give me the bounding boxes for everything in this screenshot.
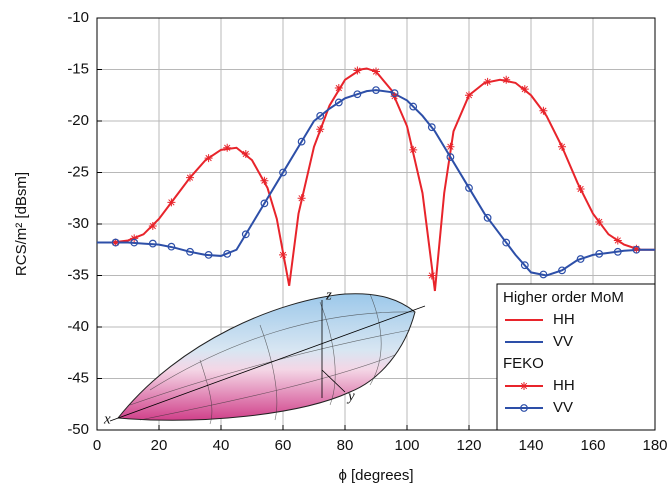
marker-circle xyxy=(465,184,473,192)
y-tick-label: -50 xyxy=(67,421,89,438)
marker-circle xyxy=(483,213,492,222)
marker-asterisk xyxy=(520,382,528,390)
marker-circle xyxy=(260,199,269,208)
marker-circle xyxy=(130,238,139,247)
x-tick-label: 80 xyxy=(337,437,354,454)
marker-circle xyxy=(223,249,232,258)
x-tick-label: 40 xyxy=(213,437,230,454)
marker-asterisk xyxy=(372,67,380,76)
marker-circle xyxy=(520,404,528,412)
marker-asterisk xyxy=(520,85,529,94)
x-tick-label: 60 xyxy=(275,437,292,454)
y-tick-label: -10 xyxy=(67,9,89,26)
marker-circle xyxy=(111,238,120,247)
y-tick-label: -45 xyxy=(67,369,89,386)
legend-group-title: Higher order MoM xyxy=(503,289,624,306)
x-tick-label: 120 xyxy=(456,437,481,454)
marker-asterisk xyxy=(502,75,511,84)
y-tick-label: -30 xyxy=(67,215,89,232)
x-tick-label: 180 xyxy=(642,437,667,454)
marker-circle xyxy=(297,137,306,146)
marker-circle xyxy=(204,250,213,259)
marker-circle xyxy=(279,168,287,177)
marker-asterisk xyxy=(595,217,604,226)
marker-circle xyxy=(595,249,604,258)
marker-asterisk xyxy=(223,143,232,152)
series-line xyxy=(97,67,655,292)
marker-circle xyxy=(167,242,176,251)
marker-asterisk xyxy=(260,176,269,185)
y-axis-label: RCS/m² [dBsm] xyxy=(13,172,30,276)
marker-circle xyxy=(558,266,566,275)
marker-asterisk xyxy=(204,154,213,163)
y-tick-label: -15 xyxy=(67,60,89,77)
legend-label: VV xyxy=(553,333,573,350)
x-axis-label: ϕ [degrees] xyxy=(338,467,413,484)
marker-asterisk xyxy=(167,198,176,207)
plot-frame xyxy=(96,17,656,431)
marker-circle xyxy=(576,255,585,263)
marker-circle xyxy=(520,261,529,270)
marker-asterisk xyxy=(279,250,287,259)
marker-asterisk xyxy=(353,66,362,75)
legend-group-title: FEKO xyxy=(503,355,544,372)
x-tick-label: 160 xyxy=(580,437,605,454)
marker-asterisk xyxy=(186,173,194,182)
marker-asterisk xyxy=(111,238,120,247)
marker-circle xyxy=(353,90,362,99)
marker-asterisk xyxy=(241,149,250,158)
marker-circle xyxy=(148,239,157,248)
legend-box xyxy=(496,283,656,431)
marker-circle xyxy=(334,98,343,107)
marker-circle xyxy=(613,247,622,256)
marker-circle xyxy=(316,111,325,120)
legend-label: HH xyxy=(553,311,575,328)
marker-circle xyxy=(632,245,641,254)
marker-asterisk xyxy=(558,142,566,151)
legend-label: VV xyxy=(553,399,573,416)
marker-asterisk xyxy=(409,145,418,154)
legend-label: HH xyxy=(553,377,575,394)
axis-letter: y xyxy=(346,388,355,404)
marker-circle xyxy=(372,86,380,94)
marker-asterisk xyxy=(297,194,306,203)
marker-asterisk xyxy=(316,125,325,134)
y-tick-label: -40 xyxy=(67,318,89,335)
marker-asterisk xyxy=(632,244,641,253)
marker-asterisk xyxy=(539,106,548,115)
y-tick-label: -20 xyxy=(67,112,89,129)
marker-circle xyxy=(446,153,455,161)
y-tick-label: -25 xyxy=(67,163,89,180)
x-tick-label: 20 xyxy=(151,437,168,454)
marker-circle xyxy=(241,230,250,239)
marker-asterisk xyxy=(576,184,585,193)
marker-asterisk xyxy=(427,271,436,280)
marker-circle xyxy=(427,123,436,132)
marker-circle xyxy=(409,102,418,111)
axis-letter: x xyxy=(103,411,111,427)
marker-asterisk xyxy=(613,236,622,245)
marker-circle xyxy=(390,89,399,98)
axis-letter: z xyxy=(325,287,332,303)
x-tick-label: 100 xyxy=(394,437,419,454)
marker-asterisk xyxy=(130,234,139,243)
marker-asterisk xyxy=(148,222,157,231)
marker-asterisk xyxy=(334,84,343,93)
x-tick-label: 0 xyxy=(93,437,101,454)
marker-asterisk xyxy=(465,91,473,100)
marker-asterisk xyxy=(483,77,492,86)
y-tick-label: -35 xyxy=(67,266,89,283)
x-tick-label: 140 xyxy=(518,437,543,454)
inset-shape xyxy=(109,293,426,425)
series-line xyxy=(97,89,655,277)
marker-circle xyxy=(186,247,194,256)
marker-asterisk xyxy=(446,142,455,151)
marker-circle xyxy=(502,238,511,247)
marker-circle xyxy=(539,270,548,279)
